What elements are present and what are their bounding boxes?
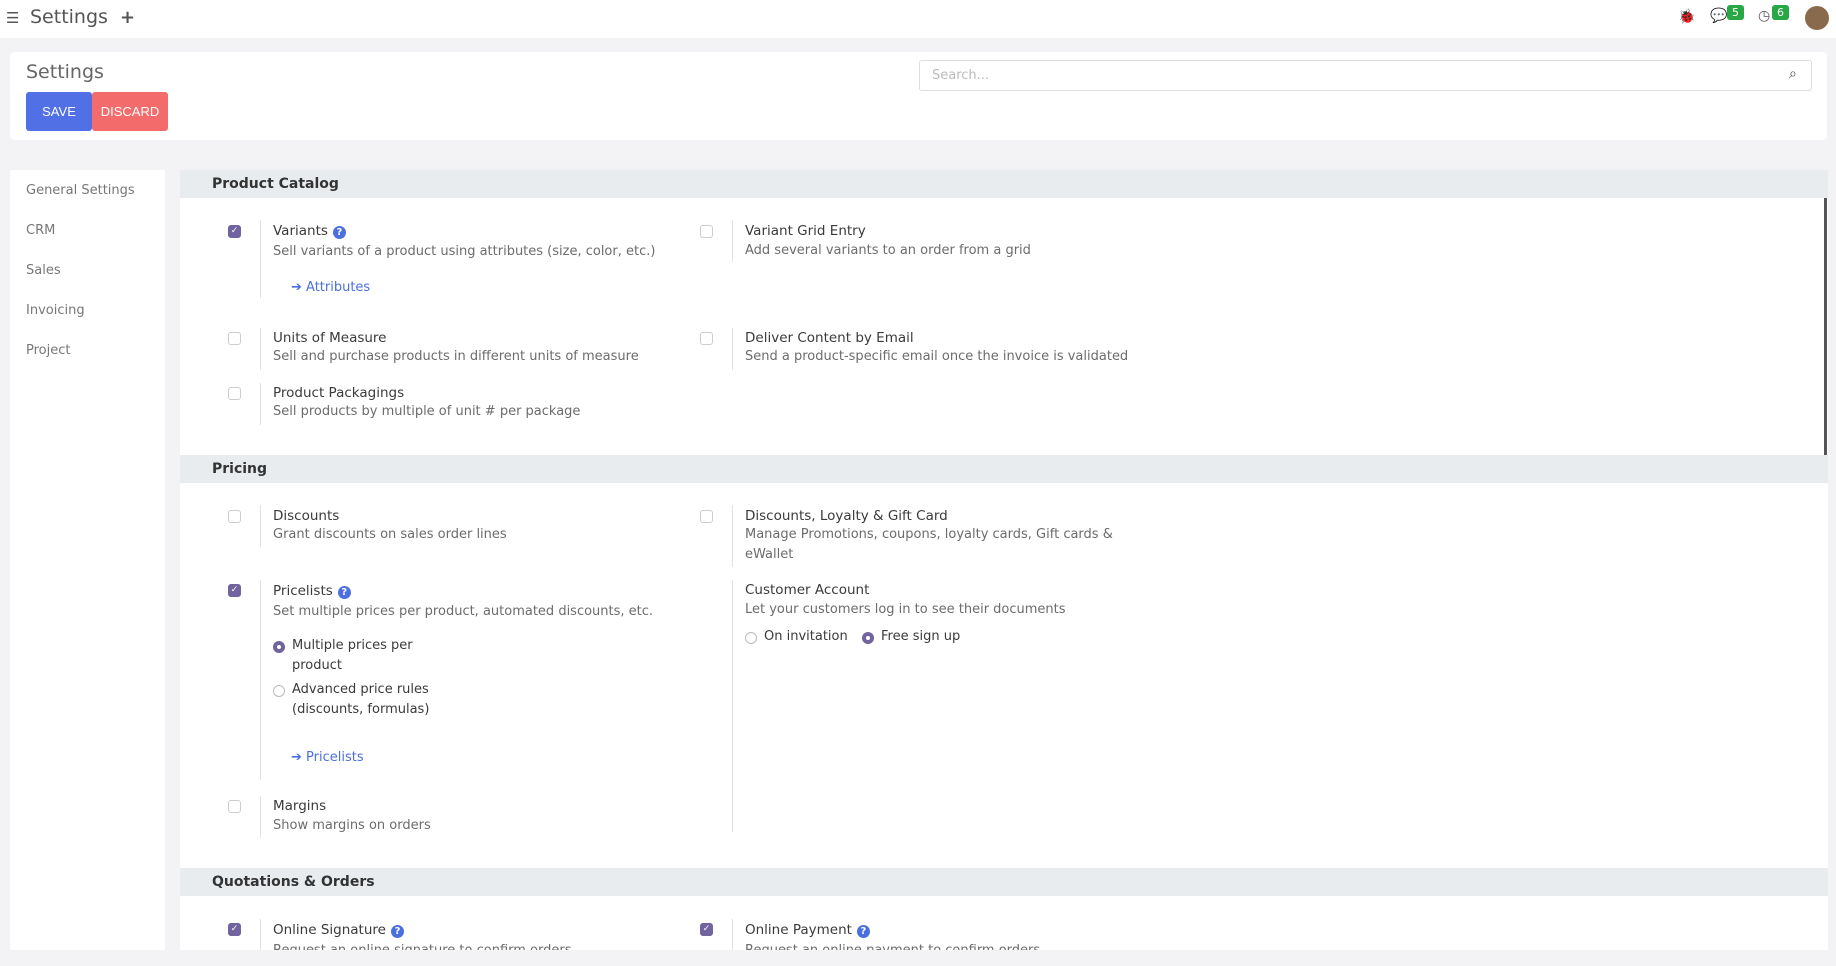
divider <box>732 328 733 370</box>
control-panel: Settings SAVE DISCARD Search... ⌕ <box>10 52 1827 140</box>
divider <box>732 580 733 832</box>
uom-desc: Sell and purchase products in different … <box>273 349 639 364</box>
multiple-prices-radio[interactable] <box>273 641 285 653</box>
avatar[interactable] <box>1805 6 1829 30</box>
packagings-desc: Sell products by multiple of unit # per … <box>273 404 581 419</box>
save-button[interactable]: SAVE <box>26 92 92 131</box>
variant-grid-title: Variant Grid Entry <box>745 223 866 239</box>
attributes-link[interactable]: ➔ Attributes <box>291 280 370 295</box>
uom-checkbox[interactable] <box>228 332 241 345</box>
app-title: Settings <box>30 6 108 28</box>
loyalty-title: Discounts, Loyalty & Gift Card <box>745 508 948 524</box>
uom-title: Units of Measure <box>273 330 387 346</box>
divider <box>732 220 733 262</box>
online-payment-label: Online Payment <box>745 922 852 938</box>
online-signature-checkbox[interactable]: ✓ <box>228 923 241 936</box>
pricelists-link[interactable]: ➔ Pricelists <box>291 750 364 765</box>
free-signup-label: Free sign up <box>881 629 961 644</box>
variant-grid-checkbox[interactable] <box>700 225 713 238</box>
pricelists-link-label: Pricelists <box>306 750 364 765</box>
divider <box>260 383 261 425</box>
discounts-title: Discounts <box>273 508 340 524</box>
packagings-checkbox[interactable] <box>228 387 241 400</box>
search-placeholder: Search... <box>932 68 990 83</box>
discard-button[interactable]: DISCARD <box>92 92 168 131</box>
customer-account-title: Customer Account <box>745 582 870 598</box>
section-pricing: Pricing <box>180 455 1828 483</box>
divider <box>260 919 261 950</box>
multiple-prices-label: Multiple prices per product <box>292 638 413 673</box>
section-quotations-orders: Quotations & Orders <box>180 868 1828 896</box>
pricelists-label: Pricelists <box>273 583 333 599</box>
discounts-checkbox[interactable] <box>228 510 241 523</box>
bug-icon[interactable]: 🐞 <box>1678 9 1696 25</box>
sidebar-item-project[interactable]: Project <box>26 343 71 358</box>
section-product-catalog: Product Catalog <box>180 170 1828 198</box>
online-signature-title: Online Signature? <box>273 922 404 938</box>
online-payment-title: Online Payment? <box>745 922 870 938</box>
settings-content: Product Catalog ✓ Variants? Sell variant… <box>180 170 1828 950</box>
packagings-title: Product Packagings <box>273 385 405 401</box>
advanced-rules-radio[interactable] <box>273 685 285 697</box>
page-title: Settings <box>26 61 104 83</box>
help-icon[interactable]: ? <box>337 586 351 599</box>
online-signature-label: Online Signature <box>273 922 386 938</box>
margins-title: Margins <box>273 798 327 814</box>
customer-account-desc: Let your customers log in to see their d… <box>745 602 1066 617</box>
variants-title: Variants? <box>273 223 346 239</box>
variants-label: Variants <box>273 223 328 239</box>
chat-icon[interactable]: 💬 <box>1710 8 1728 24</box>
variants-checkbox[interactable]: ✓ <box>228 225 241 238</box>
help-icon[interactable]: ? <box>856 925 870 938</box>
arrow-right-icon: ➔ <box>291 280 307 295</box>
sidebar-item-invoicing[interactable]: Invoicing <box>26 303 85 318</box>
margins-desc: Show margins on orders <box>273 818 431 833</box>
scrollbar[interactable] <box>1824 170 1827 482</box>
online-payment-desc: Request an online payment to confirm ord… <box>745 941 1040 950</box>
loyalty-checkbox[interactable] <box>700 510 713 523</box>
sidebar-item-general-settings[interactable]: General Settings <box>26 183 135 198</box>
sidebar-item-sales[interactable]: Sales <box>26 263 61 278</box>
on-invitation-radio[interactable] <box>745 632 757 644</box>
messages-badge: 5 <box>1727 5 1744 20</box>
variants-desc: Sell variants of a product using attribu… <box>273 244 656 259</box>
loyalty-desc: Manage Promotions, coupons, loyalty card… <box>745 527 1113 562</box>
pricelists-desc: Set multiple prices per product, automat… <box>273 604 654 619</box>
discounts-desc: Grant discounts on sales order lines <box>273 527 507 542</box>
search-icon[interactable]: ⌕ <box>1789 66 1797 82</box>
deliver-content-title: Deliver Content by Email <box>745 330 914 346</box>
clock-icon[interactable]: ◷ <box>1758 8 1771 24</box>
menu-icon[interactable]: ☰ <box>6 9 20 27</box>
advanced-rules-label: Advanced price rules (discounts, formula… <box>292 682 430 717</box>
divider <box>260 328 261 370</box>
free-signup-radio[interactable] <box>862 632 874 644</box>
help-icon[interactable]: ? <box>332 226 346 239</box>
deliver-content-desc: Send a product-specific email once the i… <box>745 349 1129 364</box>
on-invitation-label: On invitation <box>764 629 848 644</box>
online-payment-checkbox[interactable]: ✓ <box>700 923 713 936</box>
variant-grid-desc: Add several variants to an order from a … <box>745 243 1031 258</box>
margins-checkbox[interactable] <box>228 800 241 813</box>
divider <box>260 796 261 838</box>
pricelists-title: Pricelists? <box>273 583 351 599</box>
attributes-link-label: Attributes <box>306 280 371 295</box>
deliver-content-checkbox[interactable] <box>700 332 713 345</box>
divider <box>260 580 261 780</box>
divider <box>260 220 261 298</box>
activities-badge: 6 <box>1772 5 1789 20</box>
help-icon[interactable]: ? <box>390 925 404 938</box>
settings-sidebar: General Settings CRM Sales Invoicing Pro… <box>10 170 165 950</box>
search-input[interactable]: Search... <box>919 60 1812 91</box>
top-navbar: ☰ Settings + 🐞 💬 5 ◷ 6 <box>0 0 1836 38</box>
divider <box>260 505 261 547</box>
pricelists-checkbox[interactable]: ✓ <box>228 584 241 597</box>
online-signature-desc: Request an online signature to confirm o… <box>273 941 572 950</box>
arrow-right-icon: ➔ <box>291 750 307 765</box>
divider <box>732 919 733 950</box>
divider <box>732 505 733 567</box>
sidebar-item-crm[interactable]: CRM <box>26 223 56 238</box>
plus-icon[interactable]: + <box>120 7 136 28</box>
